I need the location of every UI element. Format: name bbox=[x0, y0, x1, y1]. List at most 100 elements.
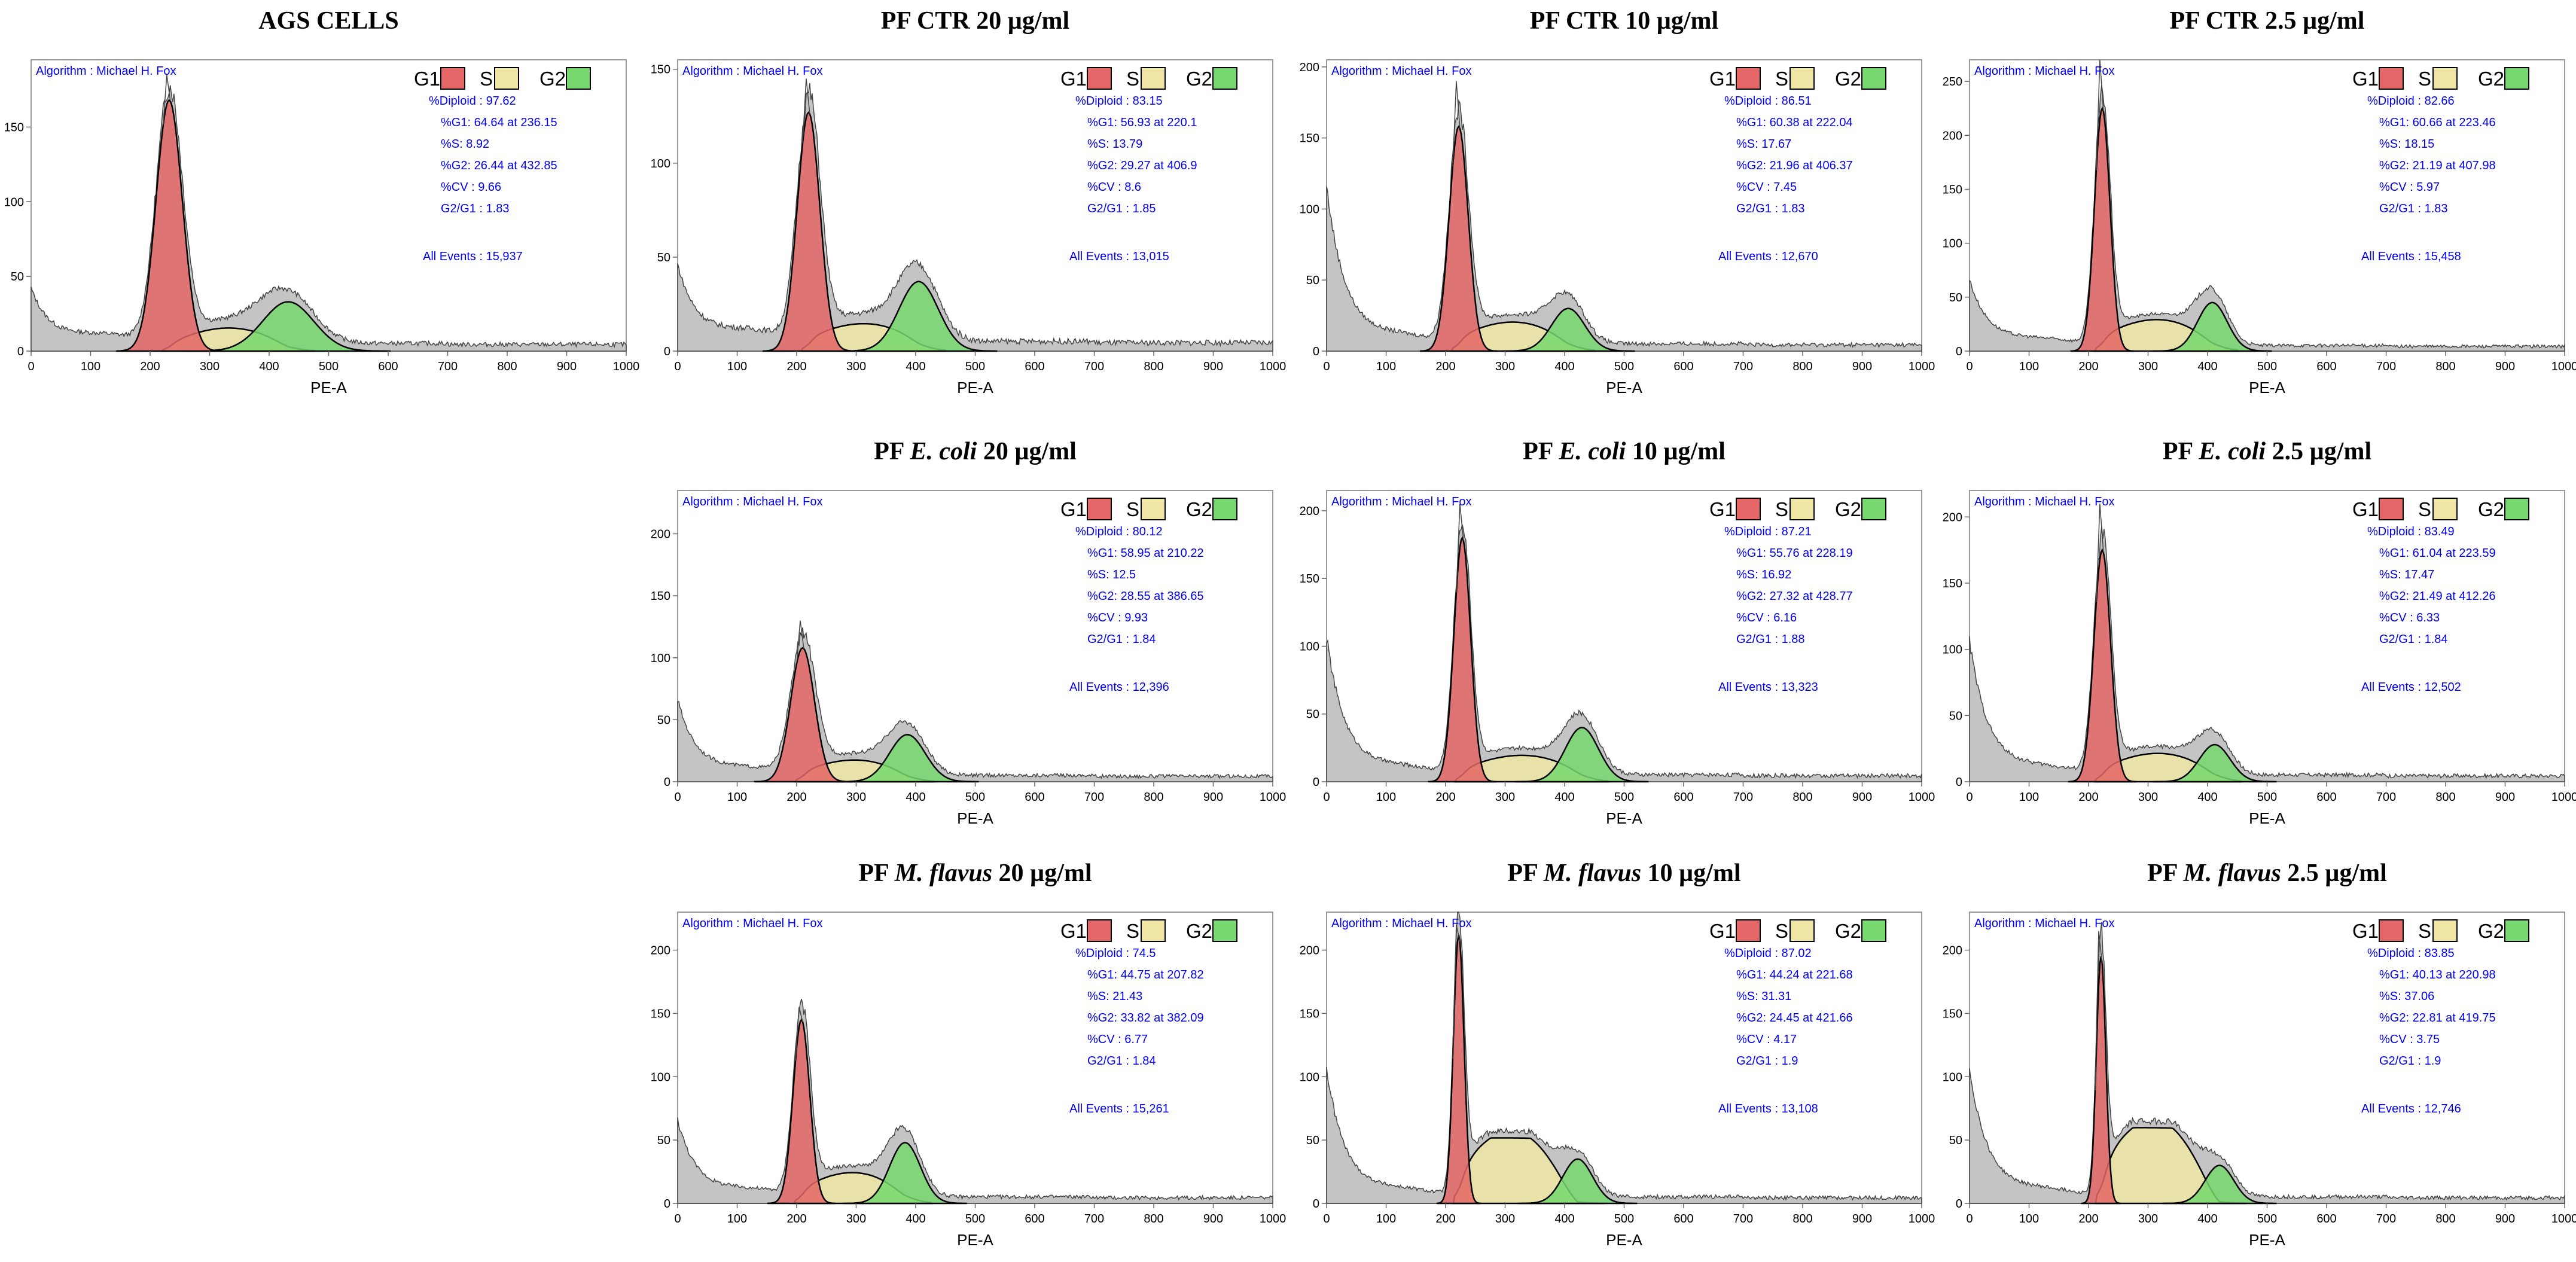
stat-g1: %G1: 44.24 at 221.68 bbox=[1736, 968, 1853, 981]
legend-label-g2: G2 bbox=[1186, 920, 1212, 942]
y-tick-label: 200 bbox=[651, 944, 670, 958]
title-part: 10 µg/ml bbox=[1641, 859, 1741, 887]
y-tick-label: 100 bbox=[651, 1071, 670, 1084]
stat-cv: %CV : 9.66 bbox=[441, 181, 501, 194]
legend-label-s: S bbox=[2418, 920, 2431, 942]
x-tick-label: 700 bbox=[1733, 1212, 1753, 1226]
x-tick-label: 900 bbox=[1852, 1212, 1872, 1226]
x-tick-label: 500 bbox=[1614, 360, 1634, 373]
x-tick-label: 100 bbox=[2019, 360, 2039, 373]
stat-diploid: %Diploid : 74.5 bbox=[1075, 947, 1156, 960]
x-tick-label: 600 bbox=[1025, 791, 1044, 804]
x-axis-label: PE-A bbox=[957, 379, 993, 397]
stat-diploid: %Diploid : 83.15 bbox=[1075, 95, 1163, 108]
x-tick-label: 600 bbox=[1025, 1212, 1044, 1226]
x-tick-label: 500 bbox=[1614, 1212, 1634, 1226]
legend-swatch-g2 bbox=[2504, 67, 2529, 90]
chart-title: PF M. flavus 10 µg/ml bbox=[1507, 859, 1740, 887]
histogram-area bbox=[1326, 99, 1922, 352]
legend-label-g2: G2 bbox=[2478, 68, 2504, 90]
legend-label-g1: G1 bbox=[2352, 498, 2379, 520]
x-tick-label: 400 bbox=[1554, 791, 1574, 804]
title-part: E. coli bbox=[1558, 438, 1626, 465]
x-tick-label: 200 bbox=[2078, 1212, 2098, 1226]
stat-cv: %CV : 8.6 bbox=[1087, 181, 1141, 194]
g2-peak-fill bbox=[1518, 1158, 1638, 1205]
stat-g1: %G1: 61.04 at 223.59 bbox=[2379, 547, 2496, 560]
chart-panel-5: PF E. coli 20 µg/ml 0 50 100 150 200 0 100 200 30… bbox=[651, 438, 1287, 827]
x-tick-label: 0 bbox=[674, 1212, 681, 1226]
stat-s: %S: 12.5 bbox=[1087, 568, 1136, 581]
x-tick-label: 1000 bbox=[2551, 1212, 2576, 1226]
histogram-area bbox=[1326, 912, 1922, 1204]
stat-cv: %CV : 7.45 bbox=[1736, 181, 1797, 194]
stat-g1: %G1: 58.95 at 210.22 bbox=[1087, 547, 1204, 560]
x-axis-label: PE-A bbox=[1606, 809, 1642, 827]
stat-diploid: %Diploid : 86.51 bbox=[1724, 95, 1812, 108]
title-part: M. flavus bbox=[894, 859, 992, 887]
x-tick-label: 0 bbox=[1966, 791, 1973, 804]
legend-swatch-s bbox=[2432, 919, 2458, 942]
x-tick-label: 600 bbox=[378, 360, 398, 373]
x-tick-label: 400 bbox=[1554, 1212, 1574, 1226]
x-tick-label: 900 bbox=[1852, 791, 1872, 804]
g1-peak-fill bbox=[115, 99, 222, 352]
legend-swatch-g2 bbox=[2504, 919, 2529, 942]
chart-title: AGS CELLS bbox=[258, 7, 399, 35]
x-tick-label: 900 bbox=[557, 360, 577, 373]
chart-title: PF M. flavus 2.5 µg/ml bbox=[2147, 859, 2387, 887]
stat-s: %S: 16.92 bbox=[1736, 568, 1791, 581]
y-tick-label: 50 bbox=[657, 251, 670, 264]
raw-data-spike bbox=[2096, 504, 2104, 602]
legend-label-g1: G1 bbox=[1060, 920, 1087, 942]
title-part: PF bbox=[858, 859, 894, 887]
x-tick-label: 700 bbox=[1084, 360, 1104, 373]
stat-events: All Events : 13,108 bbox=[1718, 1102, 1818, 1115]
x-tick-label: 600 bbox=[1673, 1212, 1693, 1226]
x-tick-label: 200 bbox=[2078, 791, 2098, 804]
legend-label-s: S bbox=[2418, 68, 2431, 90]
stat-ratio: G2/G1 : 1.83 bbox=[1736, 202, 1805, 215]
y-tick-label: 100 bbox=[651, 652, 670, 665]
x-tick-label: 0 bbox=[674, 791, 681, 804]
legend-label-s: S bbox=[1126, 68, 1139, 90]
stat-g2: %G2: 27.32 at 428.77 bbox=[1736, 590, 1853, 603]
legend-label-g2: G2 bbox=[1835, 68, 1861, 90]
stat-g1: %G1: 60.38 at 222.04 bbox=[1736, 116, 1853, 129]
legend-label-s: S bbox=[480, 68, 493, 90]
title-part: E. coli bbox=[2198, 438, 2266, 465]
stat-diploid: %Diploid : 82.66 bbox=[2367, 95, 2455, 108]
x-tick-label: 1000 bbox=[2551, 360, 2576, 373]
y-tick-label: 100 bbox=[4, 196, 24, 209]
x-tick-label: 700 bbox=[2376, 791, 2396, 804]
legend-label-g2: G2 bbox=[1186, 68, 1212, 90]
x-tick-label: 800 bbox=[2435, 1212, 2455, 1226]
raw-data-spike bbox=[802, 78, 810, 144]
x-axis-label: PE-A bbox=[957, 1231, 993, 1249]
stat-ratio: G2/G1 : 1.84 bbox=[1087, 1054, 1156, 1068]
legend-label-g2: G2 bbox=[1186, 498, 1212, 520]
y-tick-label: 50 bbox=[657, 714, 670, 727]
x-tick-label: 900 bbox=[1203, 791, 1223, 804]
y-tick-label: 50 bbox=[1949, 1134, 1962, 1147]
stat-ratio: G2/G1 : 1.83 bbox=[2379, 202, 2448, 215]
x-tick-label: 600 bbox=[1673, 791, 1693, 804]
legend-label-g1: G1 bbox=[414, 68, 440, 90]
x-tick-label: 900 bbox=[2495, 1212, 2515, 1226]
legend-label-g2: G2 bbox=[1835, 498, 1861, 520]
raw-data-spike bbox=[1452, 81, 1461, 167]
stat-g1: %G1: 55.76 at 228.19 bbox=[1736, 547, 1853, 560]
x-tick-label: 800 bbox=[1792, 1212, 1812, 1226]
stat-s: %S: 13.79 bbox=[1087, 138, 1142, 151]
raw-data-spike bbox=[2096, 59, 2104, 171]
x-tick-label: 300 bbox=[1495, 1212, 1515, 1226]
x-tick-label: 800 bbox=[1792, 791, 1812, 804]
x-tick-label: 400 bbox=[906, 360, 925, 373]
chart-title: PF CTR 10 µg/ml bbox=[1530, 7, 1718, 35]
stat-s: %S: 21.43 bbox=[1087, 990, 1142, 1003]
g2-peak-fill bbox=[843, 1142, 967, 1205]
x-tick-label: 300 bbox=[1495, 791, 1515, 804]
legend-swatch-g2 bbox=[1861, 498, 1886, 520]
algorithm-label: Algorithm : Michael H. Fox bbox=[1331, 495, 1472, 508]
histogram-area bbox=[1969, 922, 2565, 1204]
